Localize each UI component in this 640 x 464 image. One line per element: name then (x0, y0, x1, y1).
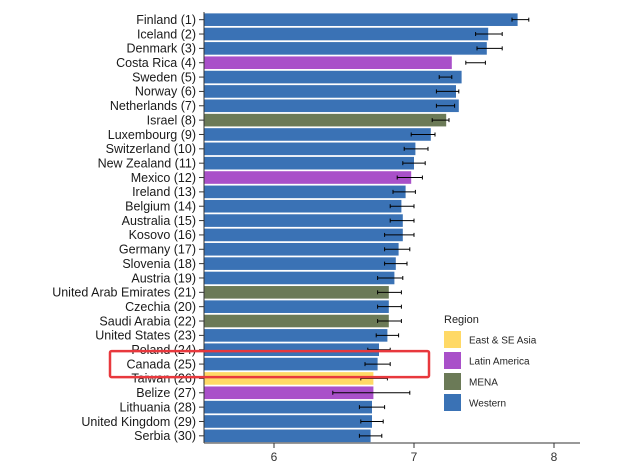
category-label-20: Czechia (20) (125, 300, 196, 314)
bar-0 (204, 13, 518, 26)
category-label-5: Norway (6) (135, 85, 196, 99)
bar-1 (204, 27, 489, 41)
category-label-16: Germany (17) (119, 243, 196, 257)
bar-27 (204, 400, 372, 414)
highlight-group (108, 349, 431, 379)
category-label-29: Serbia (30) (134, 429, 196, 443)
bar-23 (204, 343, 379, 357)
bar-14 (204, 214, 403, 227)
legend-swatch-2 (444, 373, 461, 390)
highlight-box (108, 349, 431, 379)
bar-29 (204, 429, 371, 443)
category-label-17: Slovenia (18) (122, 257, 196, 271)
legend-label-3: Western (469, 399, 506, 410)
bar-6 (204, 99, 459, 113)
bars-group (204, 13, 518, 443)
category-label-14: Australia (15) (122, 214, 196, 228)
bar-26 (204, 386, 374, 400)
category-label-10: New Zealand (11) (98, 156, 196, 170)
axes-group: 6 7 8 (199, 12, 580, 464)
bar-25 (204, 372, 374, 385)
bar-24 (204, 357, 378, 371)
x-tick-label-2: 8 (551, 450, 558, 464)
bar-13 (204, 199, 402, 213)
x-tick-label-0: 6 (271, 450, 278, 464)
legend-swatch-3 (444, 394, 461, 411)
category-label-25: Taiwan (26) (131, 372, 196, 386)
bar-2 (204, 42, 487, 55)
category-label-19: United Arab Emirates (21) (52, 286, 196, 300)
legend-swatch-1 (444, 352, 461, 369)
category-label-12: Ireland (13) (132, 185, 196, 199)
category-label-6: Netherlands (7) (110, 99, 196, 113)
category-label-28: United Kingdom (29) (81, 415, 196, 429)
category-label-27: Lithuania (28) (120, 400, 196, 414)
bar-15 (204, 228, 403, 242)
bar-22 (204, 329, 388, 342)
bar-28 (204, 415, 372, 428)
bar-21 (204, 314, 389, 328)
category-label-21: Saudi Arabia (22) (99, 314, 196, 328)
legend-swatch-0 (444, 331, 461, 348)
category-label-1: Iceland (2) (137, 27, 196, 41)
bar-9 (204, 142, 416, 156)
legend-label-1: Latin America (469, 357, 530, 368)
bar-8 (204, 128, 431, 141)
legend: Region East & SE Asia Latin America MENA Wes… (444, 314, 537, 411)
bar-5 (204, 85, 456, 98)
category-label-2: Denmark (3) (127, 42, 196, 56)
bar-20 (204, 300, 389, 313)
category-label-0: Finland (1) (136, 13, 196, 27)
legend-label-2: MENA (469, 378, 498, 389)
category-label-9: Switzerland (10) (106, 142, 196, 156)
category-label-11: Mexico (12) (131, 171, 196, 185)
category-label-26: Belize (27) (136, 386, 196, 400)
category-label-13: Belgium (14) (125, 200, 196, 214)
bar-7 (204, 113, 447, 127)
bar-18 (204, 271, 395, 285)
category-label-18: Austria (19) (131, 271, 196, 285)
category-label-4: Sweden (5) (132, 70, 196, 84)
bar-10 (204, 156, 414, 170)
bar-12 (204, 185, 406, 199)
bar-17 (204, 257, 396, 270)
category-labels-group: Finland (1)Iceland (2)Denmark (3)Costa R… (52, 13, 196, 443)
legend-label-0: East & SE Asia (469, 336, 537, 347)
bar-16 (204, 242, 399, 256)
bar-19 (204, 286, 389, 299)
category-label-15: Kosovo (16) (129, 228, 196, 242)
category-label-22: United States (23) (95, 329, 196, 343)
category-label-24: Canada (25) (127, 357, 197, 371)
legend-title: Region (444, 314, 479, 326)
bar-4 (204, 70, 462, 84)
category-label-3: Costa Rica (4) (116, 56, 196, 70)
category-label-7: Israel (8) (147, 113, 196, 127)
category-label-8: Luxembourg (9) (108, 128, 196, 142)
error-bars-group (332, 17, 530, 438)
bar-11 (204, 171, 412, 184)
x-tick-label-1: 7 (411, 450, 418, 464)
bar-3 (204, 56, 452, 70)
